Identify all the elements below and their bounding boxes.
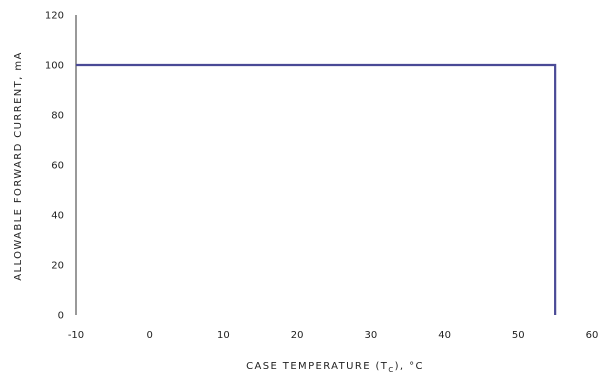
x-tick-label: 60 [586, 330, 599, 341]
y-tick-label: 40 [51, 211, 64, 222]
y-tick-label: 80 [51, 111, 64, 122]
x-tick-label: 0 [147, 330, 153, 341]
y-axis-ticks: 0 20 40 60 80 100 120 [45, 11, 64, 322]
series-layer [76, 63, 557, 315]
x-tick-label: 40 [438, 330, 451, 341]
x-tick-label: 30 [364, 330, 377, 341]
x-axis-title-subscript: C [388, 366, 394, 374]
x-axis-ticks: -10 0 10 20 30 40 50 60 [68, 330, 599, 341]
y-tick-label: 100 [45, 61, 64, 72]
y-tick-label: 0 [58, 311, 64, 322]
y-tick-label: 120 [45, 11, 64, 22]
x-axis-title: CASE TEMPERATURE (TC), °C [246, 361, 424, 374]
y-axis-title: ALLOWABLE FORWARD CURRENT, mA [13, 51, 24, 280]
series-line [76, 63, 557, 315]
x-tick-label: 20 [291, 330, 304, 341]
x-tick-label: -10 [68, 330, 84, 341]
x-tick-label: 50 [512, 330, 525, 341]
x-tick-label: 10 [217, 330, 230, 341]
y-tick-label: 20 [51, 261, 64, 272]
y-tick-label: 60 [51, 161, 64, 172]
